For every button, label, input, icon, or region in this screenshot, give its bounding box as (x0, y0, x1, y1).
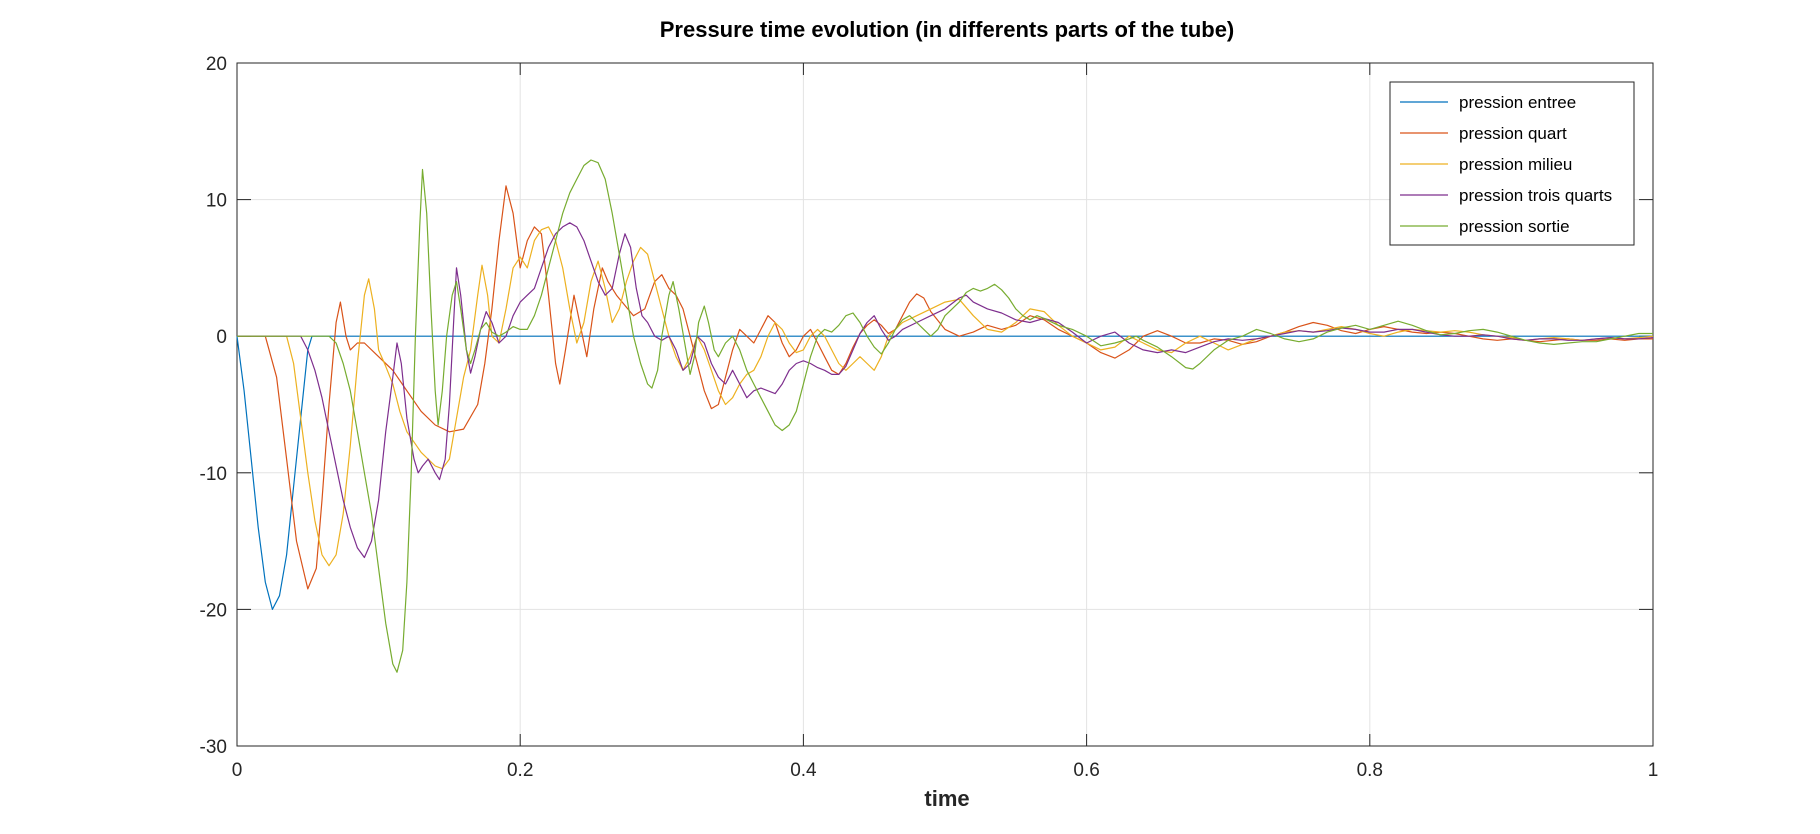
y-tick-label: 20 (206, 54, 227, 75)
legend-label: pression trois quarts (1459, 186, 1612, 205)
y-tick-label: -10 (200, 464, 227, 485)
x-tick-label: 1 (1648, 760, 1659, 781)
legend-label: pression quart (1459, 124, 1567, 143)
y-tick-label: 10 (206, 191, 227, 212)
axis-ticks: 0 0.2 0.4 0.6 0.8 1 -30 -20 -10 0 10 20 (200, 54, 1659, 781)
legend-label: pression sortie (1459, 217, 1570, 236)
x-tick-label: 0.2 (507, 760, 533, 781)
legend-label: pression milieu (1459, 155, 1572, 174)
chart-title: Pressure time evolution (in differents p… (660, 17, 1235, 42)
series-line (237, 185, 1653, 590)
y-tick-label: 0 (216, 327, 227, 348)
series-line (236, 335, 1653, 610)
series-line (237, 222, 1654, 559)
y-tick-label: -20 (200, 600, 227, 621)
legend: pression entree pression quart pression mi… (1389, 81, 1635, 246)
series-line (237, 226, 1654, 567)
x-tick-label: 0.4 (790, 760, 817, 781)
x-axis-label: time (924, 786, 969, 811)
y-tick-label: -30 (200, 737, 227, 758)
plot-frame (236, 62, 1654, 747)
x-tick-label: 0.8 (1357, 760, 1383, 781)
series-line (237, 159, 1653, 673)
legend-label: pression entree (1459, 93, 1576, 112)
series-lines (236, 159, 1654, 673)
x-tick-label: 0 (232, 760, 243, 781)
x-tick-label: 0.6 (1073, 760, 1099, 781)
